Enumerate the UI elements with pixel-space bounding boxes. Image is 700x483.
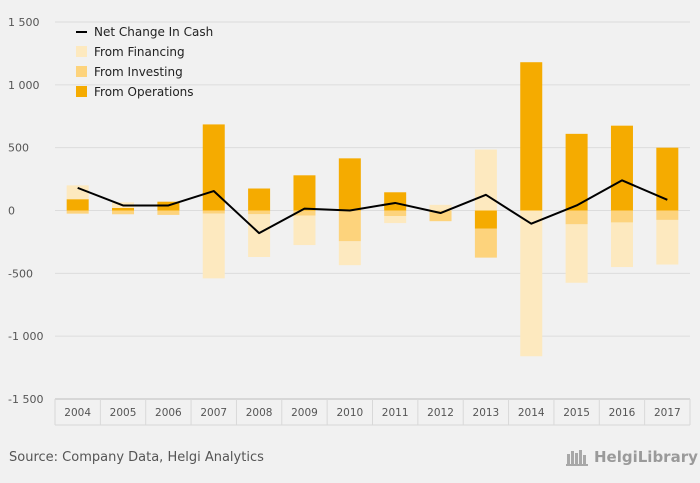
y-tick-label: 500: [8, 142, 29, 155]
bar-operations: [656, 147, 679, 211]
y-tick-label: 1 500: [8, 16, 40, 29]
bar-operations: [474, 210, 497, 229]
legend-swatch-investing: [76, 66, 87, 77]
x-tick-label: 2017: [654, 407, 681, 419]
y-tick-label: -1 500: [8, 393, 43, 406]
library-icon: [566, 450, 588, 466]
bar-investing: [429, 210, 452, 222]
bar-operations: [384, 192, 407, 211]
x-tick-label: 2012: [427, 407, 454, 419]
bar-investing: [610, 210, 633, 223]
legend-label: Net Change In Cash: [94, 25, 213, 39]
x-tick-label: 2014: [518, 407, 545, 419]
helgi-library-logo: HelgiLibrary: [566, 448, 698, 466]
bar-operations: [66, 199, 89, 211]
x-tick-label: 2007: [200, 407, 227, 419]
bar-financing: [66, 185, 89, 200]
bars: [66, 62, 679, 357]
bar-operations: [202, 124, 225, 211]
logo-text: HelgiLibrary: [594, 448, 698, 466]
net-change-line-layer: [77, 179, 668, 235]
x-tick-label: 2010: [336, 407, 363, 419]
bar-financing: [248, 214, 271, 257]
x-tick-label: 2008: [246, 407, 273, 419]
bar-investing: [338, 210, 361, 242]
x-tick-label: 2005: [110, 407, 137, 419]
bar-financing: [429, 204, 452, 211]
bar-financing: [202, 213, 225, 279]
y-tick-label: 1 000: [8, 79, 40, 92]
bar-investing: [656, 210, 679, 220]
legend-swatch-operations: [76, 86, 87, 97]
bar-financing: [384, 216, 407, 224]
x-tick-label: 2011: [382, 407, 409, 419]
bar-operations: [520, 62, 543, 211]
bar-investing: [384, 210, 407, 217]
legend-label: From Investing: [94, 65, 183, 79]
legend: Net Change In Cash From Financing From Inv…: [76, 25, 213, 99]
bar-operations: [112, 207, 135, 211]
bar-financing: [565, 224, 588, 283]
bar-investing: [202, 210, 225, 214]
bar-financing: [338, 241, 361, 266]
x-tick-label: 2006: [155, 407, 182, 419]
bar-operations: [338, 158, 361, 211]
bar-investing: [248, 210, 271, 215]
y-tick-label: 0: [8, 205, 15, 218]
bar-operations: [565, 133, 588, 211]
x-tick-label: 2015: [563, 407, 590, 419]
x-tick-label: 2016: [609, 407, 636, 419]
legend-label: From Financing: [94, 45, 185, 59]
bar-investing: [66, 210, 89, 214]
bar-financing: [656, 219, 679, 265]
x-axis: 2004 2005 2006 2007 2008 2009 2010 2011 2012 2013…: [54, 398, 691, 426]
x-tick-label: 2013: [473, 407, 500, 419]
bar-investing: [157, 210, 180, 215]
bar-operations: [248, 188, 271, 211]
x-tick-label: 2004: [64, 407, 91, 419]
legend-label: From Operations: [94, 85, 194, 99]
y-axis-ticks: 1 500 1 000 500 0 -500 -1 000 -1 500: [8, 16, 43, 406]
bar-operations: [293, 175, 316, 211]
bar-investing: [112, 210, 135, 215]
bar-financing: [610, 222, 633, 268]
bar-financing: [474, 149, 497, 211]
y-tick-label: -500: [8, 267, 33, 280]
net-change-line: [77, 179, 668, 235]
y-tick-label: -1 000: [8, 330, 43, 343]
source-note: Source: Company Data, Helgi Analytics: [9, 450, 264, 465]
legend-swatch-financing: [76, 46, 87, 57]
x-tick-label: 2009: [291, 407, 318, 419]
bar-financing: [293, 215, 316, 246]
bar-financing: [520, 210, 543, 357]
bar-investing: [293, 210, 316, 216]
bar-investing: [565, 210, 588, 225]
bar-investing: [474, 228, 497, 258]
bar-operations: [610, 125, 633, 211]
